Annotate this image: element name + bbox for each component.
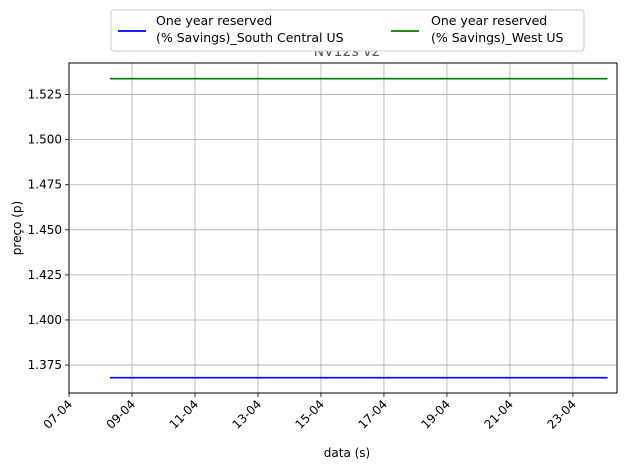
y-tick-label: 1.400: [28, 313, 62, 327]
x-tick-label: 17-04: [356, 397, 391, 432]
x-tick-label: 07-04: [41, 397, 76, 432]
y-axis-label: preço (p): [10, 201, 24, 255]
x-tick-label: 15-04: [293, 397, 328, 432]
y-tick-label: 1.450: [28, 223, 62, 237]
y-tick-label: 1.525: [28, 88, 62, 102]
x-tick-label: 11-04: [167, 397, 202, 432]
legend: One year reserved (% Savings)_South Cent…: [110, 9, 585, 52]
plot-background: [69, 63, 617, 393]
y-tick-label: 1.500: [28, 133, 62, 147]
plot-frame: [68, 62, 618, 394]
x-axis-ticks: 07-04 09-04 11-04 13-04 15-04 17-04 19-04 21-04…: [41, 393, 579, 432]
y-tick-label: 1.425: [28, 268, 62, 282]
legend-label-west-line2: (% Savings)_West US: [431, 30, 564, 45]
x-axis-label: data (s): [324, 446, 370, 460]
x-tick-label: 09-04: [104, 397, 139, 432]
legend-box: [110, 9, 585, 52]
y-axis-ticks: 1.375 1.400 1.425 1.450 1.475 1.500 1.525: [28, 88, 69, 372]
series-lines: [109, 77, 608, 379]
x-tick-label: 13-04: [230, 397, 265, 432]
x-tick-label: 21-04: [481, 397, 516, 432]
legend-label-south-central-line2: (% Savings)_South Central US: [156, 30, 344, 45]
legend-label-west-line1: One year reserved: [431, 13, 547, 28]
x-tick-label: 19-04: [418, 397, 453, 432]
grid-lines: [68, 63, 617, 393]
legend-label-south-central-line1: One year reserved: [156, 13, 272, 28]
y-tick-label: 1.375: [28, 358, 62, 372]
x-tick-label: 23-04: [544, 397, 579, 432]
y-tick-label: 1.475: [28, 178, 62, 192]
